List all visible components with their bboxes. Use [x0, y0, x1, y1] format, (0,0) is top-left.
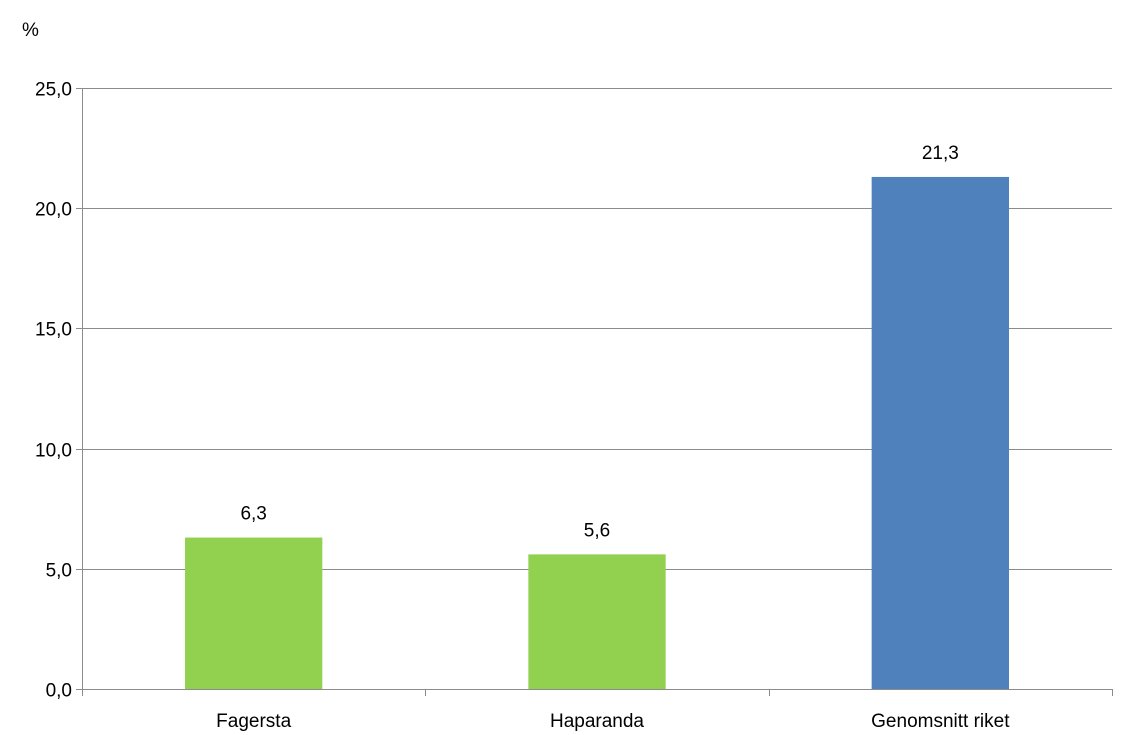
- y-tick-label: 5,0: [46, 561, 72, 582]
- bars: [185, 176, 1009, 689]
- bar: [871, 176, 1009, 689]
- data-label: 21,3: [922, 143, 959, 164]
- y-tick-label: 20,0: [35, 200, 72, 221]
- x-tick-label: Genomsnitt riket: [871, 711, 1010, 732]
- y-unit-label: %: [22, 20, 39, 41]
- bar: [528, 554, 666, 689]
- y-tick-label: 25,0: [35, 80, 72, 101]
- y-tick-label: 0,0: [46, 681, 72, 702]
- y-tick-label: 15,0: [35, 320, 72, 341]
- x-tick-label: Haparanda: [550, 711, 644, 732]
- data-label: 5,6: [584, 520, 610, 541]
- bar: [185, 537, 323, 689]
- x-tick-label: Fagersta: [216, 711, 291, 732]
- x-axis-ticks: Fagersta Haparanda Genomsnitt riket: [216, 711, 1010, 732]
- data-labels: 6,3 5,6 21,3: [240, 143, 958, 541]
- y-axis-ticks: 0,0 5,0 10,0 15,0 20,0 25,0: [35, 80, 72, 702]
- data-label: 6,3: [240, 504, 266, 525]
- y-tick-label: 10,0: [35, 441, 72, 462]
